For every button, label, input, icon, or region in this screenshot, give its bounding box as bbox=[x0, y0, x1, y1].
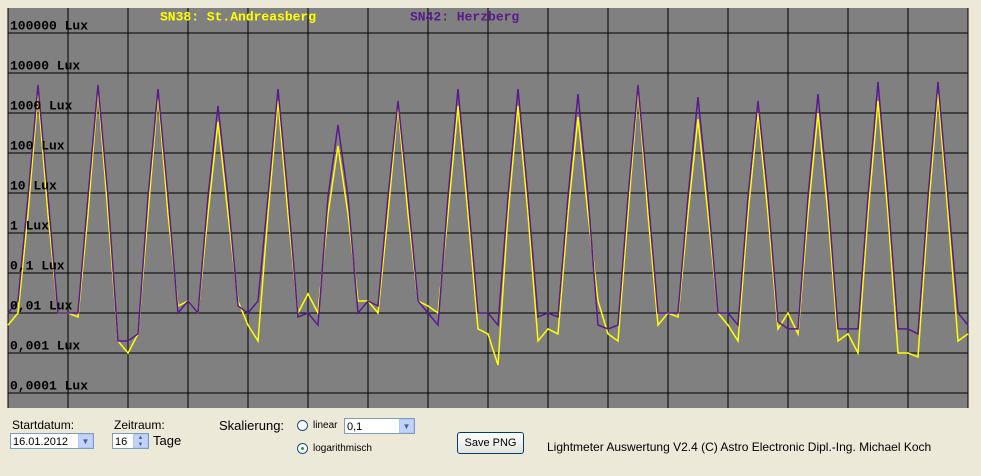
label: linear bbox=[313, 420, 338, 431]
date-value: 16.01.2012 bbox=[13, 436, 69, 448]
series-line bbox=[7, 81, 969, 342]
legend-entry: SN42: Herzberg bbox=[410, 9, 519, 24]
spin-box[interactable]: 16 ▲ ▼ bbox=[112, 433, 149, 449]
y-tick-label: 10 Lux bbox=[10, 178, 57, 193]
scale-select[interactable]: 0,1 ▼ bbox=[344, 418, 415, 434]
chart: 100000 Lux 10000 Lux 1000 Lux 100 Lux 10 Lux… bbox=[7, 8, 969, 408]
y-tick-label: 10000 Lux bbox=[10, 58, 80, 73]
y-tick-label: 0,0001 Lux bbox=[10, 378, 88, 393]
y-tick-label: 100 Lux bbox=[10, 138, 65, 153]
label: logarithmisch bbox=[313, 443, 372, 454]
spin-buttons[interactable]: ▲ ▼ bbox=[133, 434, 148, 448]
label: Skalierung: bbox=[219, 418, 285, 433]
y-tick-label: 0,01 Lux bbox=[10, 298, 73, 313]
spin-value: 16 bbox=[115, 436, 128, 448]
footer-text: Lightmeter Auswertung V2.4 (C) Astro Ele… bbox=[547, 440, 932, 454]
date-picker[interactable]: 16.01.2012 ▼ bbox=[10, 433, 94, 449]
radio-dot bbox=[301, 447, 304, 450]
radio-log[interactable] bbox=[297, 443, 308, 454]
y-tick-label: 0,1 Lux bbox=[10, 258, 65, 273]
series-line bbox=[7, 88, 969, 366]
label: Tage bbox=[153, 433, 182, 448]
dropdown-arrow[interactable]: ▼ bbox=[78, 434, 93, 448]
y-tick-label: 0,001 Lux bbox=[10, 338, 80, 353]
save-button[interactable]: Save PNG bbox=[457, 432, 524, 454]
label: Startdatum: bbox=[12, 418, 75, 432]
legend-entry: SN38: St.Andreasberg bbox=[160, 9, 316, 24]
y-tick-label: 100000 Lux bbox=[10, 18, 88, 33]
dropdown-arrow[interactable]: ▼ bbox=[399, 419, 414, 433]
select-value: 0,1 bbox=[347, 421, 363, 433]
radio-linear[interactable] bbox=[297, 420, 308, 431]
y-tick-label: 1000 Lux bbox=[10, 98, 73, 113]
label: Zeitraum: bbox=[114, 418, 165, 432]
y-tick-label: 1 Lux bbox=[10, 218, 49, 233]
